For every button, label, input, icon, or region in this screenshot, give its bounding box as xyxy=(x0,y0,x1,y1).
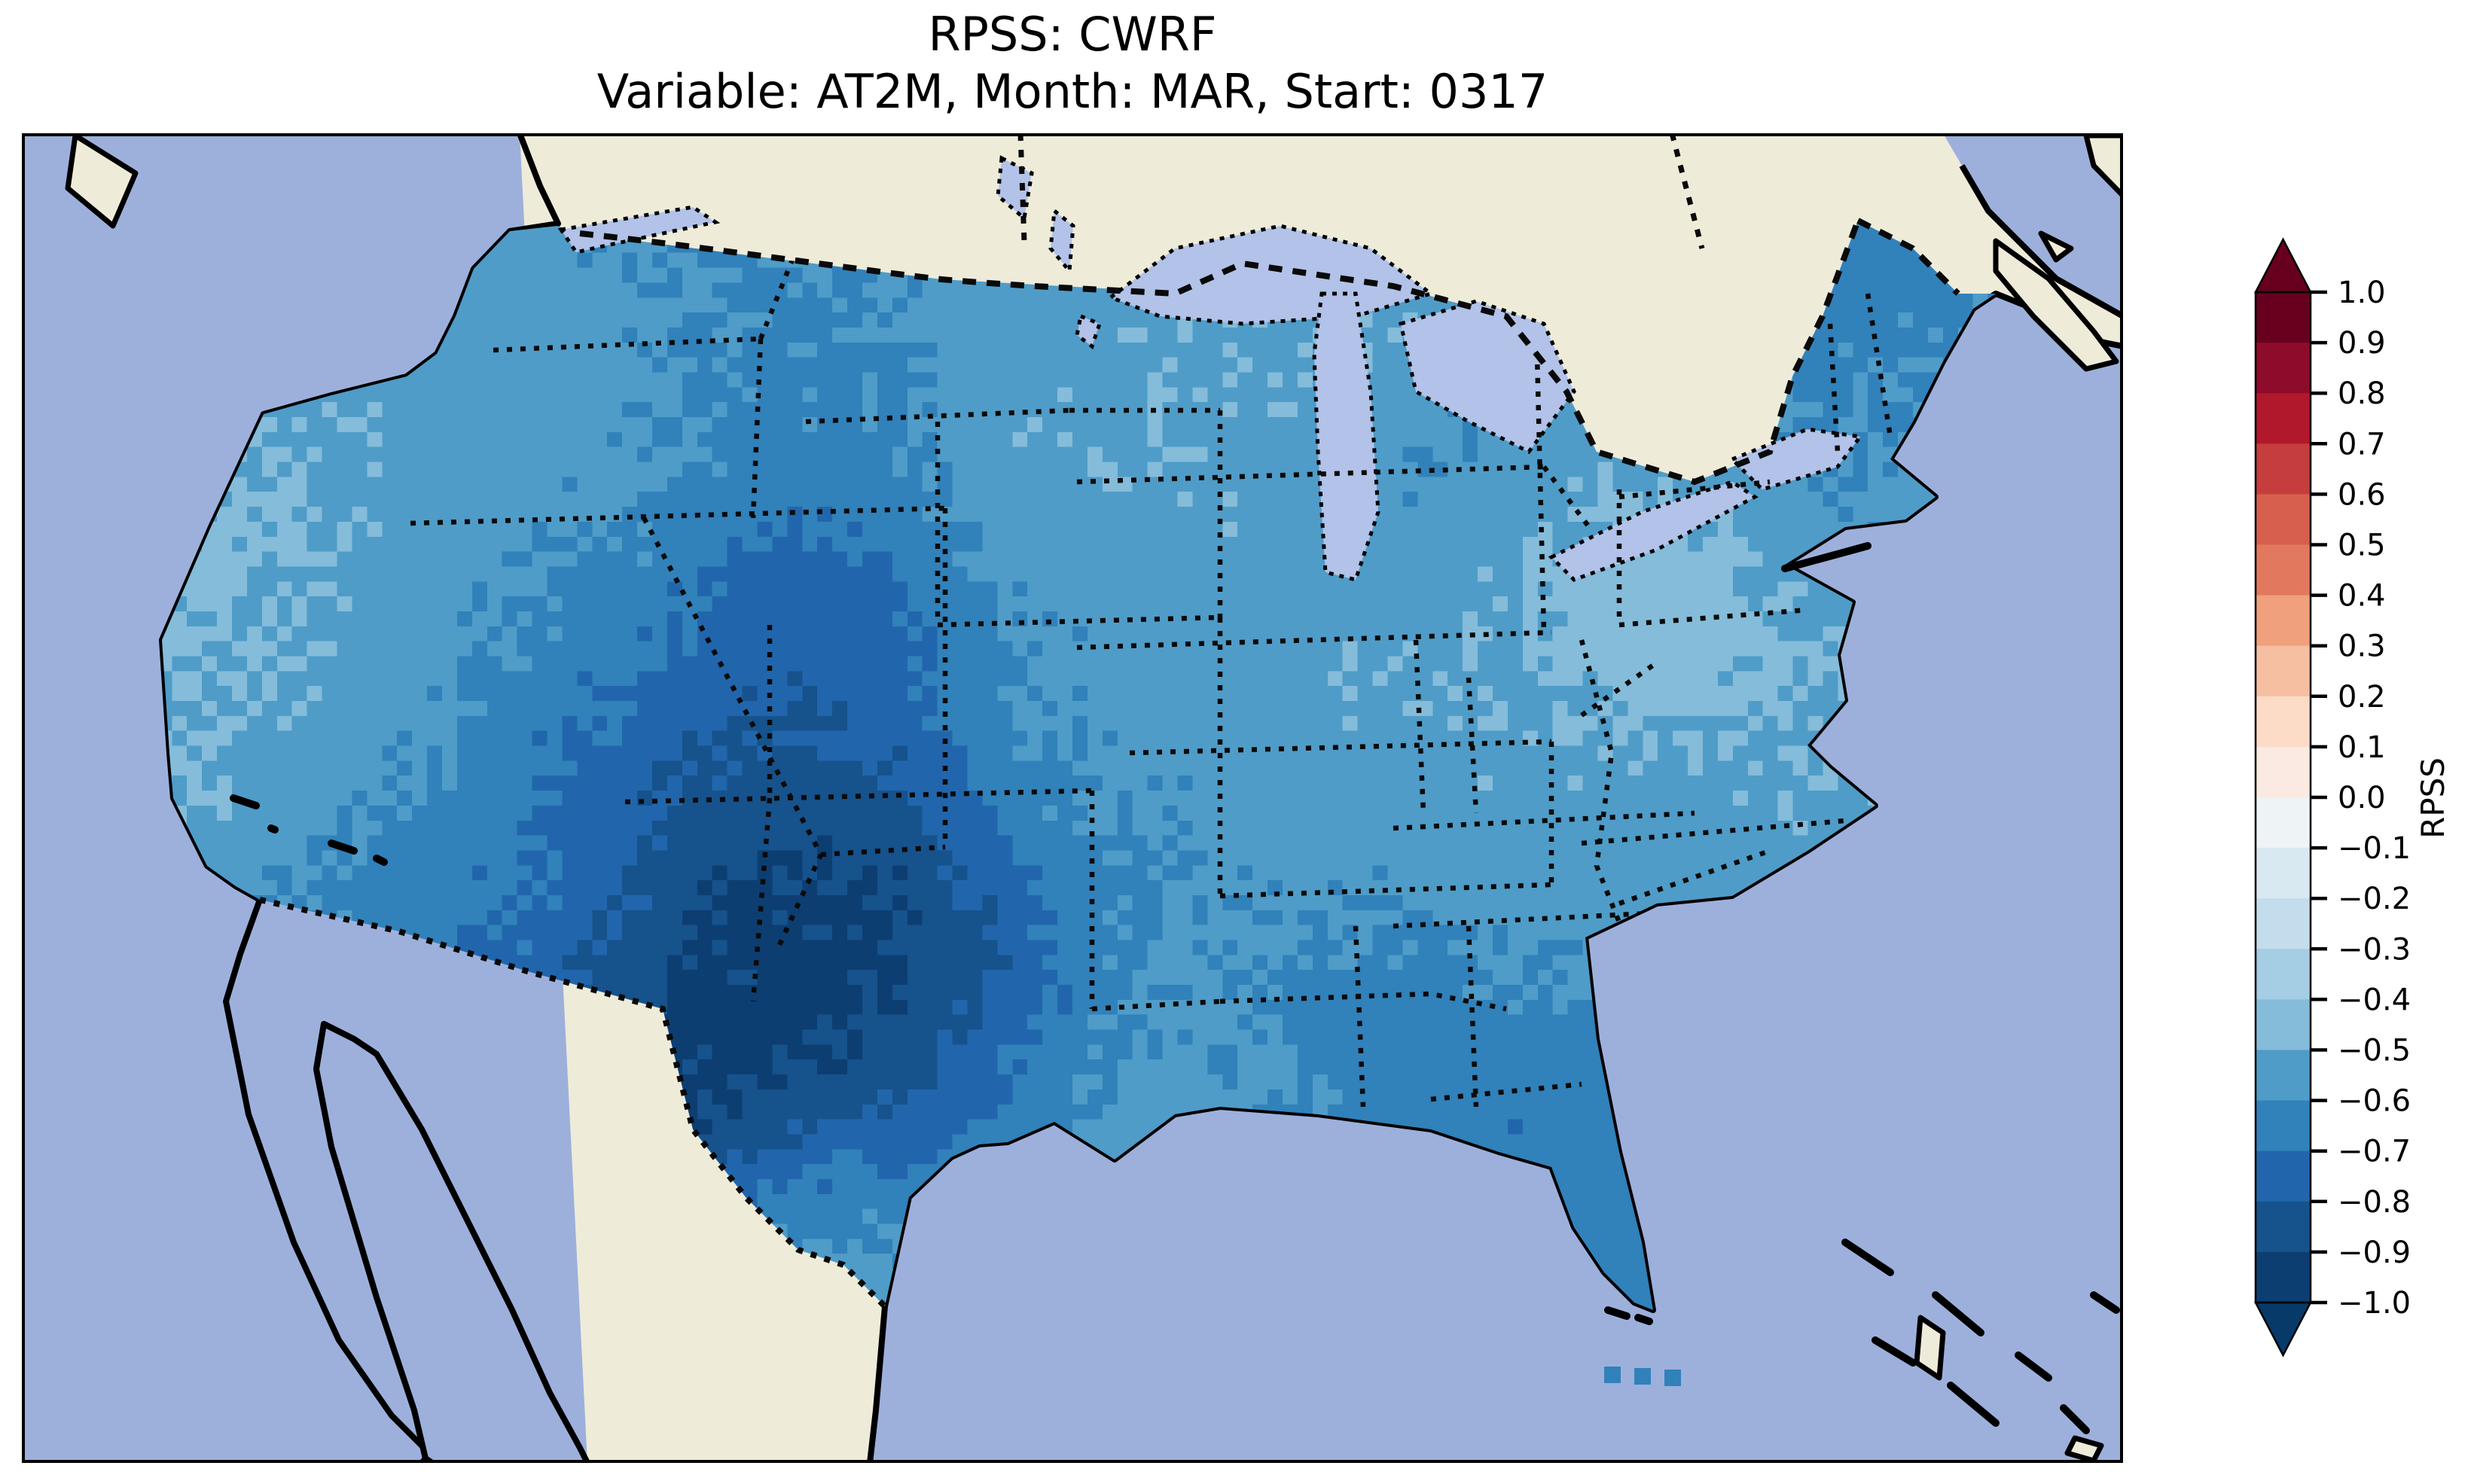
colorbar-tick-label: −0.8 xyxy=(2338,1185,2411,1220)
colorbar-over-arrow xyxy=(2253,237,2313,294)
colorbar-ticks: 1.0 0.9 0.8 0.7 0.6 0.5 0.4 0.3 0.2 0.1 0.0 −0.1 −0.… xyxy=(2311,276,2411,1321)
canada-province-borders xyxy=(1017,133,1705,249)
channel-islands xyxy=(230,794,388,866)
us-canada-border xyxy=(579,218,1960,486)
colorbar-segment xyxy=(2256,544,2311,596)
great-lakes xyxy=(557,155,1864,582)
prince-edward-island xyxy=(2038,230,2074,263)
offshore-data-cell xyxy=(1604,1367,1621,1383)
colorbar-segment xyxy=(2256,393,2311,445)
colorbar-tick-label: 0.0 xyxy=(2338,781,2386,815)
gulf-island-small xyxy=(2064,1435,2104,1463)
offshore-data-cell xyxy=(1634,1368,1651,1385)
colorbar-segment xyxy=(2256,999,2311,1051)
offshore-data-cell xyxy=(1664,1370,1681,1386)
lake-huron xyxy=(1399,299,1576,455)
title-line-2: Variable: AT2M, Month: MAR, Start: 0317 xyxy=(596,63,1548,119)
andros-island xyxy=(1914,1315,1946,1381)
colorbar-tick-label: 1.0 xyxy=(2338,276,2386,310)
colorbar-segment xyxy=(2256,595,2311,647)
nova-scotia xyxy=(1993,238,2119,372)
us-mexico-border xyxy=(259,897,887,1309)
long-island xyxy=(1781,542,1872,572)
figure-title: RPSS: CWRF Variable: AT2M, Month: MAR, S… xyxy=(22,6,2123,120)
colorbar-segment xyxy=(2256,343,2311,394)
colorbar-tick-label: −1.0 xyxy=(2338,1286,2411,1321)
colorbar-segment xyxy=(2256,1150,2311,1202)
colorbar-tick-label: 0.9 xyxy=(2338,326,2386,361)
gulf-of-st-lawrence xyxy=(1943,133,2123,316)
colorbar-segment xyxy=(2256,1050,2311,1102)
colorbar-tick-label: −0.2 xyxy=(2338,882,2411,916)
colorbar-tick-label: 0.4 xyxy=(2338,579,2386,614)
state-borders xyxy=(410,221,1893,1108)
bahamas-chain xyxy=(1841,1239,2120,1434)
canadian-lake-2 xyxy=(1048,207,1075,276)
colorbar-tick-label: 0.3 xyxy=(2338,629,2386,664)
colorbar-tick-label: 0.6 xyxy=(2338,477,2386,512)
offshore-data-cells xyxy=(1604,1367,1681,1386)
colorbar-tick-label: −0.7 xyxy=(2338,1135,2411,1169)
colorbar-segment xyxy=(2256,1251,2311,1303)
lake-michigan xyxy=(1312,291,1380,582)
map-axes xyxy=(22,133,2123,1463)
island-marks xyxy=(230,542,2120,1434)
colorbar-segment xyxy=(2256,797,2311,849)
vancouver-island xyxy=(65,133,139,229)
colorbar-tick-label: 0.1 xyxy=(2338,730,2386,765)
maritime-islands xyxy=(65,133,2123,1463)
colorbar-segments xyxy=(2256,292,2311,1303)
colorbar-tick-label: −0.6 xyxy=(2338,1084,2411,1119)
colorbar-tick-label: 0.8 xyxy=(2338,376,2386,411)
florida-keys xyxy=(1604,1306,1653,1325)
colorbar-svg: 1.0 0.9 0.8 0.7 0.6 0.5 0.4 0.3 0.2 0.1 0.0 −0.1 −0.… xyxy=(2253,237,2451,1358)
colorbar-tick-label: −0.9 xyxy=(2338,1236,2411,1270)
conus-map xyxy=(22,133,2123,1463)
colorbar-segment xyxy=(2256,898,2311,950)
colorbar-axis-label: RPSS xyxy=(2415,757,2451,839)
map-frame xyxy=(22,133,2123,1463)
colorbar: 1.0 0.9 0.8 0.7 0.6 0.5 0.4 0.3 0.2 0.1 0.0 −0.1 −0.… xyxy=(2229,226,2474,1400)
canadian-lake-3 xyxy=(1075,313,1103,350)
colorbar-tick-label: −0.4 xyxy=(2338,983,2411,1017)
colorbar-segment xyxy=(2256,1201,2311,1253)
colorbar-segment xyxy=(2256,443,2311,495)
colorbar-tick-label: −0.3 xyxy=(2338,932,2411,967)
st-lawrence-coast xyxy=(1959,163,2123,319)
lake-erie xyxy=(1548,480,1759,582)
colorbar-tick-label: −0.5 xyxy=(2338,1034,2411,1068)
strait-of-juan-de-fuca xyxy=(557,205,721,254)
colorbar-under-arrow xyxy=(2253,1301,2313,1358)
gulf-of-california xyxy=(313,1021,590,1463)
colorbar-tick-label: 0.5 xyxy=(2338,529,2386,563)
colorbar-tick-label: −0.1 xyxy=(2338,831,2411,866)
colorbar-segment xyxy=(2256,696,2311,748)
colorbar-tick-label: 0.2 xyxy=(2338,680,2386,715)
colorbar-segment xyxy=(2256,292,2311,343)
colorbar-segment xyxy=(2256,746,2311,798)
title-line-1: RPSS: CWRF xyxy=(928,7,1217,62)
national-borders xyxy=(259,133,1960,1309)
colorbar-segment xyxy=(2256,494,2311,546)
colorbar-tick-label: 0.7 xyxy=(2338,427,2386,462)
colorbar-segment xyxy=(2256,1100,2311,1152)
colorbar-segment xyxy=(2256,645,2311,697)
lake-ontario xyxy=(1728,427,1864,492)
colorbar-segment xyxy=(2256,848,2311,899)
colorbar-segment xyxy=(2256,949,2311,1001)
